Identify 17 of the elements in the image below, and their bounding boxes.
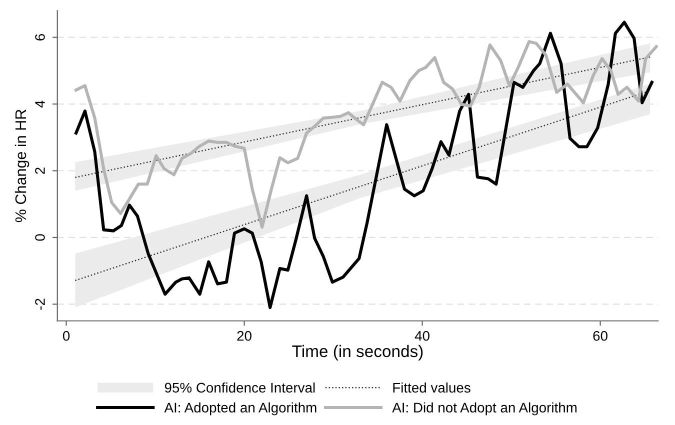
y-tick-label: 2 bbox=[35, 168, 45, 174]
y-tick-label: 6 bbox=[35, 34, 45, 40]
x-tick-label: 0 bbox=[62, 330, 70, 341]
y-tick-label: -2 bbox=[35, 298, 45, 310]
legend-label: Fitted values bbox=[393, 382, 470, 393]
y-tick-label: 4 bbox=[35, 100, 45, 108]
x-axis-title: Time (in seconds) bbox=[292, 344, 423, 360]
legend-label: AI: Adopted an Algorithm bbox=[164, 402, 316, 416]
y-axis-title: % Change in HR bbox=[14, 110, 30, 222]
line-series bbox=[74, 20, 654, 310]
x-tick-label: 60 bbox=[593, 330, 608, 341]
line-series bbox=[74, 40, 658, 229]
y-tick-label: 0 bbox=[35, 234, 45, 241]
legend-label: AI: Did not Adopt an Algorithm bbox=[392, 402, 577, 416]
x-tick-label: 20 bbox=[237, 330, 252, 341]
text: 95% Confidence Interval bbox=[164, 382, 315, 393]
x-tick-label: 40 bbox=[414, 330, 430, 341]
